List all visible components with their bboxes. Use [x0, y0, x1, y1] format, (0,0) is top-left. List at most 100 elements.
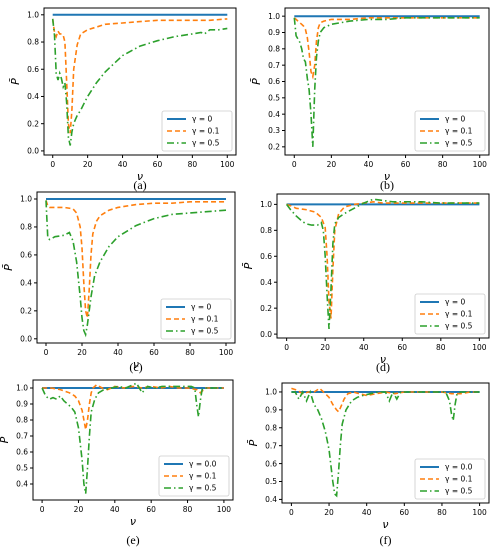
- x-tick-label: 60: [397, 343, 407, 352]
- x-tick-label: 100: [472, 508, 487, 517]
- y-tick-label: 0.0: [260, 330, 272, 339]
- legend: γ = 0.0 γ = 0.1 γ = 0.5: [414, 458, 486, 500]
- x-tick-label: 100: [220, 160, 235, 169]
- x-tick-label: 80: [437, 508, 447, 517]
- y-tick-label: 0.0: [20, 335, 32, 344]
- x-tick-label: 60: [400, 508, 410, 517]
- y-tick-label: 1.0: [16, 384, 28, 393]
- x-tick-label: 0: [44, 348, 49, 357]
- series-line-1: [51, 18, 228, 134]
- y-tick-label: 0.6: [265, 459, 277, 468]
- y-tick-label: 0.0: [27, 147, 39, 156]
- series-line-2: [51, 18, 228, 146]
- y-tick-label: 1.0: [20, 195, 32, 204]
- x-tick-label: 100: [219, 348, 234, 357]
- legend: γ = 0 γ = 0.1 γ = 0.5: [414, 293, 486, 335]
- series-line-1: [42, 383, 224, 430]
- legend: γ = 0 γ = 0.1 γ = 0.5: [161, 110, 233, 152]
- x-tick-label: 20: [83, 160, 93, 169]
- legend-entry-0: γ = 0: [445, 298, 465, 307]
- y-tick-label: 0.3: [268, 126, 280, 135]
- y-tick-label: 1.0: [265, 388, 277, 397]
- legend: γ = 0.0 γ = 0.1 γ = 0.5: [158, 455, 230, 497]
- y-axis-label: P̄: [0, 436, 11, 443]
- x-tick-label: 40: [110, 505, 120, 514]
- x-axis-label: ν: [382, 518, 388, 531]
- panel-label: (d): [376, 360, 390, 374]
- legend-entry-2: γ = 0.5: [445, 322, 473, 331]
- x-tick-label: 60: [401, 160, 411, 169]
- plot-frame: [36, 191, 236, 344]
- legend-box: [158, 455, 230, 497]
- x-tick-label: 100: [473, 160, 488, 169]
- x-tick-label: 40: [364, 160, 374, 169]
- y-tick-label: 0.9: [16, 400, 28, 409]
- x-axis-label: ν: [137, 170, 143, 183]
- y-axis-label: P̄: [9, 78, 22, 85]
- y-tick-label: 0.8: [260, 226, 272, 235]
- y-axis-label: P̄: [247, 439, 260, 446]
- x-tick-label: 0: [292, 160, 297, 169]
- y-tick-label: 0.8: [27, 38, 39, 47]
- x-tick-label: 60: [149, 348, 159, 357]
- x-tick-label: 80: [183, 505, 193, 514]
- legend-entry-1: γ = 0.1: [445, 475, 473, 484]
- series-line-2: [285, 198, 480, 329]
- x-tick-label: 0: [50, 160, 55, 169]
- y-tick-label: 0.2: [20, 307, 32, 316]
- y-tick-label: 0.9: [265, 406, 277, 415]
- y-tick-label: 0.5: [268, 94, 280, 103]
- legend: γ = 0 γ = 0.1 γ = 0.5: [160, 298, 232, 340]
- y-tick-label: 0.4: [20, 279, 32, 288]
- panel-label: (a): [133, 178, 147, 192]
- legend-entry-1: γ = 0.1: [445, 310, 473, 319]
- y-tick-label: 0.6: [268, 77, 280, 86]
- x-tick-label: 20: [324, 508, 334, 517]
- series-line-1: [45, 200, 226, 318]
- x-tick-label: 20: [77, 348, 87, 357]
- x-tick-label: 0: [40, 505, 45, 514]
- y-tick-label: 0.4: [16, 480, 28, 489]
- y-tick-label: 1.0: [260, 200, 272, 209]
- y-tick-label: 0.8: [20, 223, 32, 232]
- y-axis-label: P̄: [250, 78, 263, 85]
- legend-entry-1: γ = 0.1: [191, 315, 219, 324]
- legend-entry-1: γ = 0.1: [189, 472, 217, 481]
- legend-box: [414, 293, 486, 335]
- y-tick-label: 0.7: [268, 61, 280, 70]
- plot-frame: [32, 379, 234, 501]
- x-axis-label: ν: [380, 353, 386, 366]
- x-tick-label: 100: [472, 343, 487, 352]
- legend: γ = 0 γ = 0.1 γ = 0.5: [414, 110, 486, 152]
- legend-entry-2: γ = 0.5: [192, 139, 220, 148]
- legend-entry-0: γ = 0: [191, 303, 211, 312]
- series-line-1: [293, 16, 480, 80]
- legend-box: [414, 458, 486, 500]
- x-tick-label: 40: [113, 348, 123, 357]
- legend-entry-0: γ = 0.0: [189, 460, 217, 469]
- y-tick-label: 0.6: [20, 251, 32, 260]
- x-tick-label: 40: [362, 508, 372, 517]
- y-tick-label: 0.5: [265, 477, 277, 486]
- y-tick-label: 1.0: [27, 11, 39, 20]
- x-tick-label: 80: [185, 348, 195, 357]
- x-tick-label: 0: [284, 343, 289, 352]
- panel-label: (c): [129, 360, 143, 374]
- chart-svg: 0 20 40 60 80 100 0.4 0.5 0.6 0.7 0.8 0.9 1.0 ν P̄ γ = …: [0, 379, 234, 528]
- x-tick-label: 60: [146, 505, 156, 514]
- x-axis-label: ν: [130, 515, 136, 528]
- x-axis-label: ν: [384, 170, 390, 183]
- y-axis-label: P̄: [2, 264, 15, 271]
- legend-entry-1: γ = 0.1: [192, 127, 220, 136]
- chart-panel-e: 0 20 40 60 80 100 0.4 0.5 0.6 0.7 0.8 0.9 1.0 ν P̄ γ = …: [0, 377, 249, 550]
- legend-entry-1: γ = 0.1: [445, 127, 473, 136]
- chart-panel-b: 0 20 40 60 80 100 0.2 0.3 0.4 0.5 0.6 0.7 0.8 0.9 1.0 ν…: [249, 0, 498, 195]
- x-tick-label: 80: [436, 343, 446, 352]
- legend-entry-2: γ = 0.5: [445, 487, 473, 496]
